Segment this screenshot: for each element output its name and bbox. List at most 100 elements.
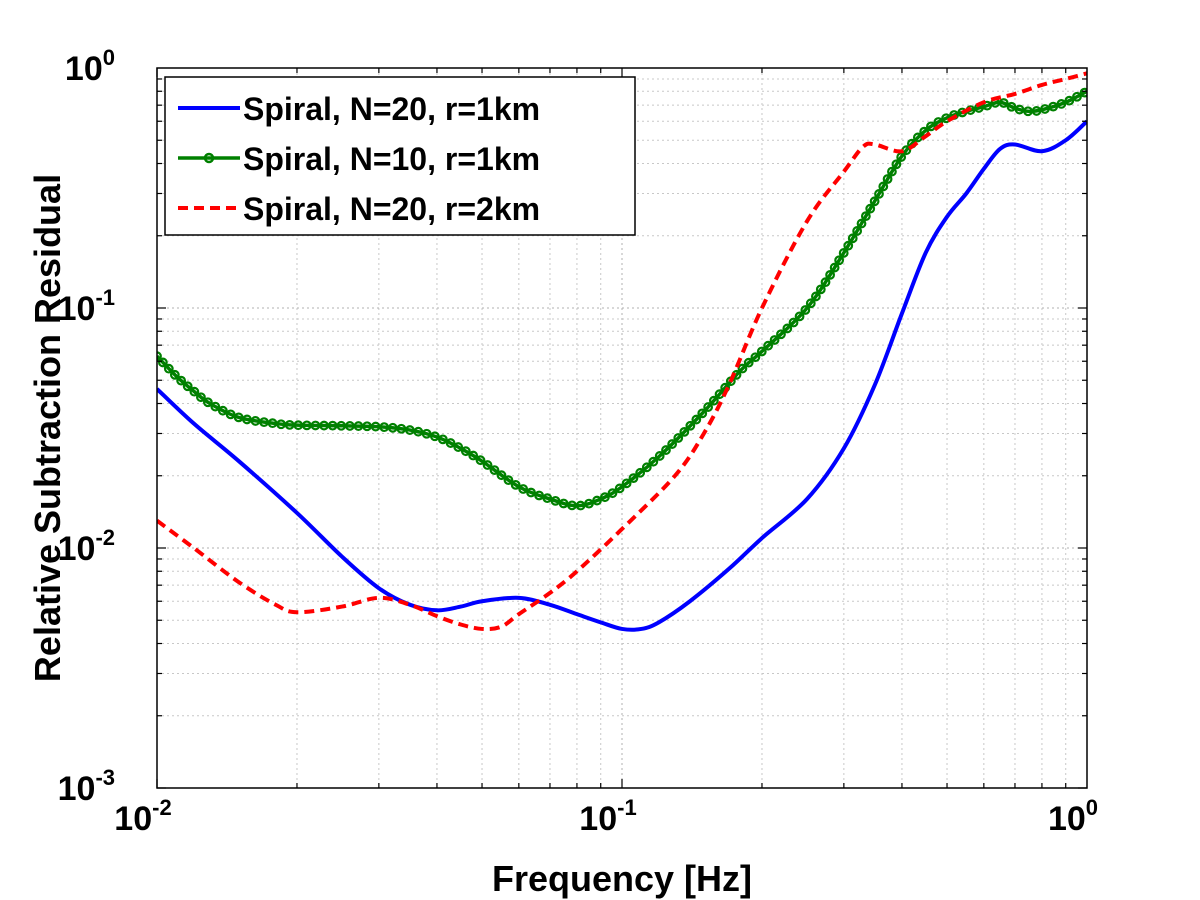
series-marker-1: [1048, 101, 1059, 112]
series-marker-1: [838, 248, 849, 258]
series-marker-1: [891, 159, 902, 170]
series-marker-1: [878, 181, 889, 192]
series-marker-1: [413, 426, 424, 437]
series-marker-1: [429, 431, 440, 442]
series-marker-1: [815, 284, 826, 295]
series-layer: [157, 71, 1087, 632]
series-marker-1: [843, 240, 854, 251]
series-marker-1: [584, 498, 594, 509]
series-marker-1: [169, 369, 180, 380]
series-marker-1: [737, 363, 748, 374]
series-marker-1: [225, 409, 236, 420]
series-marker-1: [1014, 104, 1025, 115]
series-marker-1: [196, 392, 206, 403]
series-marker-1: [1072, 91, 1082, 102]
series-marker-1: [679, 427, 690, 437]
series-marker-1: [607, 488, 618, 499]
series-marker-1: [445, 438, 456, 448]
series-marker-1: [769, 335, 780, 345]
series-marker-1: [233, 412, 244, 423]
series-marker-1: [869, 196, 880, 207]
series-marker-1: [887, 166, 897, 177]
x-tick-label: 10-1: [579, 795, 636, 838]
series-marker-1: [648, 456, 659, 467]
y-tick-label: 10-3: [58, 765, 115, 808]
legend-marker-1: [203, 152, 215, 164]
series-marker-1: [834, 255, 845, 266]
series-marker-1: [691, 414, 702, 425]
series-marker-1: [1006, 101, 1017, 112]
series-marker-1: [202, 397, 213, 408]
legend: Spiral, N=20, r=1km Spiral, N=10, r=1km …: [164, 76, 636, 236]
series-marker-1: [592, 495, 602, 506]
series-marker-1: [182, 381, 193, 392]
series-line-0: [157, 119, 1087, 632]
series-line-2: [157, 71, 1087, 632]
series-marker-1: [503, 475, 514, 486]
series-marker-1: [189, 386, 200, 397]
series-marker-1: [460, 446, 471, 457]
series-marker-1: [518, 484, 529, 494]
series-marker-1: [756, 346, 767, 357]
series-marker-1: [621, 478, 632, 489]
series-marker-1: [1056, 99, 1067, 109]
y-axis-label: Relative Subtraction Residual: [27, 174, 68, 682]
series-marker-1: [673, 433, 684, 443]
series-marker-1: [865, 203, 876, 214]
series-marker-1: [805, 298, 816, 309]
series-marker-1: [926, 121, 936, 132]
series-marker-1: [468, 450, 479, 461]
series-marker-1: [1079, 87, 1087, 98]
series-marker-1: [526, 487, 536, 498]
x-tick-label: 100: [1048, 795, 1098, 838]
series-marker-1: [404, 425, 415, 435]
series-marker-1: [743, 357, 754, 368]
series-marker-1: [1040, 104, 1050, 114]
series-marker-1: [1031, 106, 1042, 116]
series-marker-1: [750, 352, 761, 363]
series-marker-1: [800, 305, 811, 315]
series-marker-1: [874, 189, 884, 199]
series-marker-1: [534, 490, 545, 501]
series-marker-1: [641, 462, 652, 473]
series-marker-1: [788, 317, 799, 328]
y-tick-label: 10-1: [58, 285, 115, 328]
series-marker-1: [703, 402, 714, 412]
axis-ticks: [156, 68, 1087, 789]
x-axis-label: Frequency [Hz]: [492, 858, 752, 899]
y-tick-label: 10-2: [58, 525, 115, 568]
series-marker-1: [852, 226, 863, 236]
series-marker-1: [157, 357, 168, 368]
series-marker-1: [628, 473, 639, 484]
series-marker-1: [811, 291, 821, 302]
series-marker-1: [550, 495, 561, 506]
legend-label-2: Spiral, N=20, r=2km: [243, 191, 540, 227]
series-marker-1: [882, 174, 893, 184]
series-marker-1: [575, 500, 586, 511]
series-marker-1: [157, 351, 162, 362]
y-tick-label: 100: [65, 45, 115, 88]
series-marker-1: [614, 483, 625, 494]
series-marker-1: [489, 465, 500, 476]
series-marker-1: [782, 323, 793, 334]
series-marker-1: [847, 233, 858, 244]
series-marker-1: [825, 269, 835, 280]
series-marker-1: [998, 98, 1009, 108]
series-marker-1: [421, 428, 432, 439]
legend-label-1: Spiral, N=10, r=1km: [243, 141, 540, 177]
series-marker-1: [697, 408, 708, 419]
series-marker-1: [776, 329, 786, 340]
legend-box: [164, 76, 636, 236]
series-marker-1: [654, 451, 665, 461]
series-marker-1: [482, 460, 493, 470]
series-marker-1: [542, 493, 553, 504]
series-marker-1: [1064, 95, 1075, 106]
series-marker-1: [829, 262, 840, 273]
series-marker-1: [856, 218, 867, 229]
series-marker-1: [763, 340, 774, 351]
series-marker-1: [163, 363, 174, 374]
x-tick-label: 10-2: [114, 795, 171, 838]
series-marker-1: [176, 375, 187, 386]
